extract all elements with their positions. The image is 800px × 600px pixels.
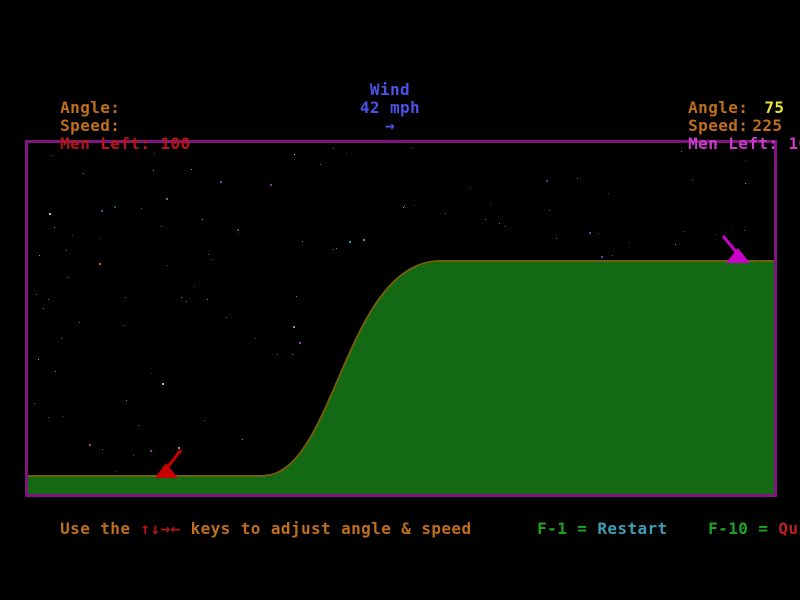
- quit-label: Quit: [778, 519, 800, 538]
- left-men-label: Men Left:: [60, 134, 151, 153]
- left-tank-icon: [155, 449, 183, 478]
- right-angle-row: Angle: 75: [648, 81, 798, 135]
- right-angle-value: 75: [764, 98, 785, 117]
- left-speed-label: Speed:: [60, 116, 121, 135]
- left-speed-row: Speed:: [20, 99, 260, 171]
- terrain-outline: [28, 260, 774, 477]
- adjust-help-text: Use the ↑↓→← keys to adjust angle & spee…: [20, 502, 472, 556]
- quit-key: F-10: [708, 519, 749, 538]
- wind-direction-icon: →: [384, 116, 396, 135]
- left-men-row: Men Left: 100: [20, 117, 260, 171]
- playfield-border: [25, 140, 777, 497]
- wind-value: 42 mph: [359, 98, 421, 117]
- terrain: [28, 262, 774, 494]
- quit-eq: =: [748, 519, 779, 538]
- restart-key: F-1: [537, 519, 568, 538]
- right-speed-row: Speed: 225: [648, 99, 798, 153]
- left-angle-label: Angle:: [60, 98, 121, 117]
- right-tank-icon: [721, 235, 750, 263]
- right-speed-value: 225: [752, 116, 783, 135]
- adjust-help-suffix: keys to adjust angle & speed: [180, 519, 472, 538]
- left-men-value: 100: [160, 134, 191, 153]
- wind-label: Wind: [369, 80, 411, 99]
- right-speed-label: Speed:: [688, 116, 749, 135]
- right-men-label: Men Left:: [688, 134, 779, 153]
- adjust-help-prefix: Use the: [60, 519, 141, 538]
- restart-label: Restart: [597, 519, 668, 538]
- quit-help-text: F-10 = Quit: [668, 502, 800, 556]
- right-angle-label: Angle:: [688, 98, 749, 117]
- right-men-row: Men Left: 100: [648, 117, 800, 171]
- restart-help-text: F-1 = Restart: [497, 502, 668, 556]
- right-men-value: 100: [788, 134, 800, 153]
- restart-eq: =: [567, 519, 598, 538]
- arrow-keys-icon: ↑↓→←: [140, 519, 181, 538]
- left-angle-row: Angle:: [20, 81, 260, 153]
